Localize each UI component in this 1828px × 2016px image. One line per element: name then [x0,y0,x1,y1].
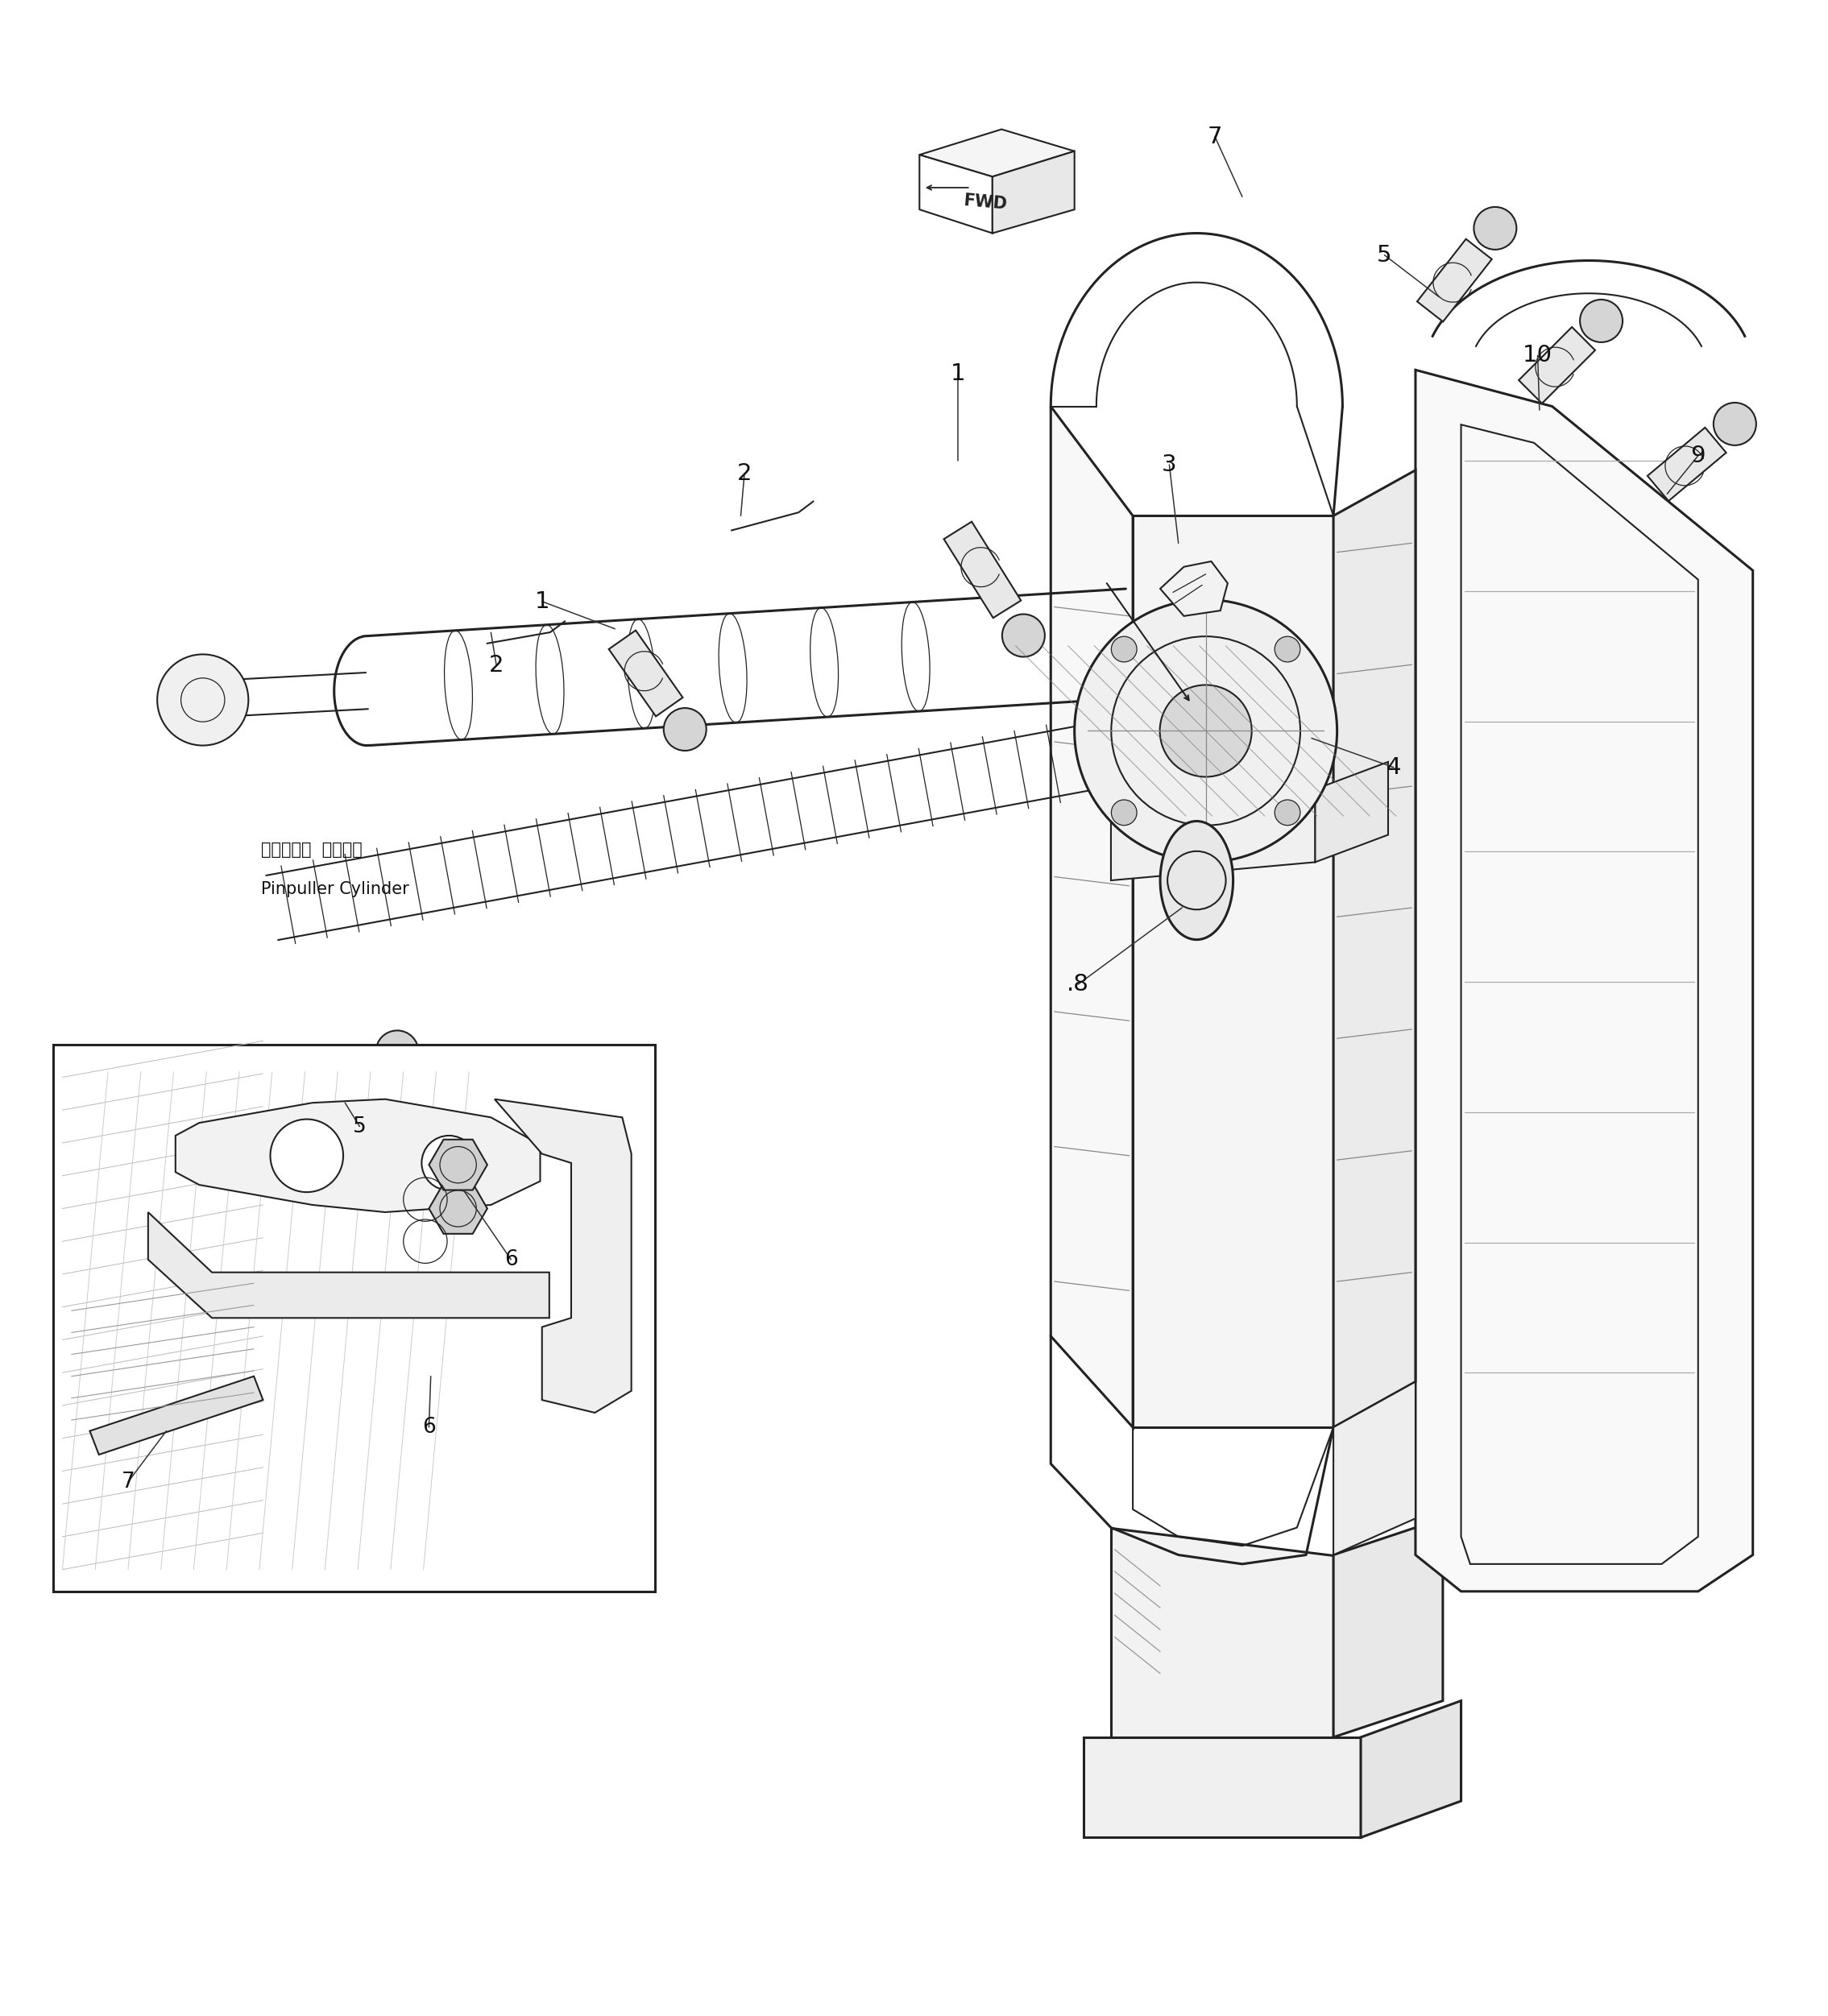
Circle shape [1159,685,1252,776]
Circle shape [1713,403,1757,446]
Ellipse shape [1161,821,1234,939]
Text: 2: 2 [737,462,751,486]
Polygon shape [1360,1702,1461,1837]
Text: 6: 6 [422,1417,435,1437]
Polygon shape [919,155,993,234]
Text: 5: 5 [353,1117,366,1137]
Text: 1: 1 [534,591,550,613]
Circle shape [157,655,249,746]
Text: 6: 6 [505,1250,517,1270]
Polygon shape [430,1183,488,1234]
Text: 5: 5 [1376,244,1391,266]
Circle shape [1274,637,1300,661]
Polygon shape [1051,407,1133,1427]
Polygon shape [1161,560,1228,617]
Text: 9: 9 [1691,444,1706,468]
Circle shape [377,1030,419,1073]
Polygon shape [1417,240,1492,323]
Text: 3: 3 [1163,454,1177,476]
Polygon shape [1133,516,1333,1427]
Polygon shape [1647,427,1726,502]
Bar [53,1044,654,1591]
Text: Pinpuller Cylinder: Pinpuller Cylinder [261,881,409,897]
Text: 7: 7 [1208,125,1223,147]
Polygon shape [430,1139,488,1189]
Polygon shape [148,1212,548,1318]
Text: FWD: FWD [963,192,1007,212]
Circle shape [1111,637,1137,661]
Polygon shape [90,1377,263,1456]
Polygon shape [314,1062,393,1147]
Polygon shape [1415,369,1753,1591]
Polygon shape [1333,470,1415,1427]
Circle shape [1002,615,1046,657]
Text: 4: 4 [1386,756,1400,778]
Polygon shape [1519,327,1596,403]
Polygon shape [919,129,1075,177]
Polygon shape [609,631,682,716]
Circle shape [271,1119,344,1191]
Text: 2: 2 [488,653,505,677]
Circle shape [1579,300,1623,343]
Text: .8: .8 [1068,974,1089,996]
Polygon shape [1333,1381,1415,1554]
Text: 7: 7 [121,1472,135,1492]
Polygon shape [1111,788,1314,881]
Text: ピンプラー  シリンダ: ピンプラー シリンダ [261,841,362,857]
Polygon shape [495,1099,631,1413]
Circle shape [1473,208,1517,250]
Text: 10: 10 [1523,345,1552,367]
Circle shape [1075,599,1336,863]
Polygon shape [993,151,1075,234]
Circle shape [1274,800,1300,825]
Polygon shape [1314,762,1387,863]
Polygon shape [175,1099,541,1212]
Polygon shape [1084,1738,1360,1837]
Polygon shape [1111,1528,1333,1738]
Circle shape [664,708,706,750]
Circle shape [422,1135,477,1189]
Text: 1: 1 [951,363,965,385]
Polygon shape [1333,1518,1442,1738]
Polygon shape [943,522,1022,617]
Circle shape [1111,800,1137,825]
